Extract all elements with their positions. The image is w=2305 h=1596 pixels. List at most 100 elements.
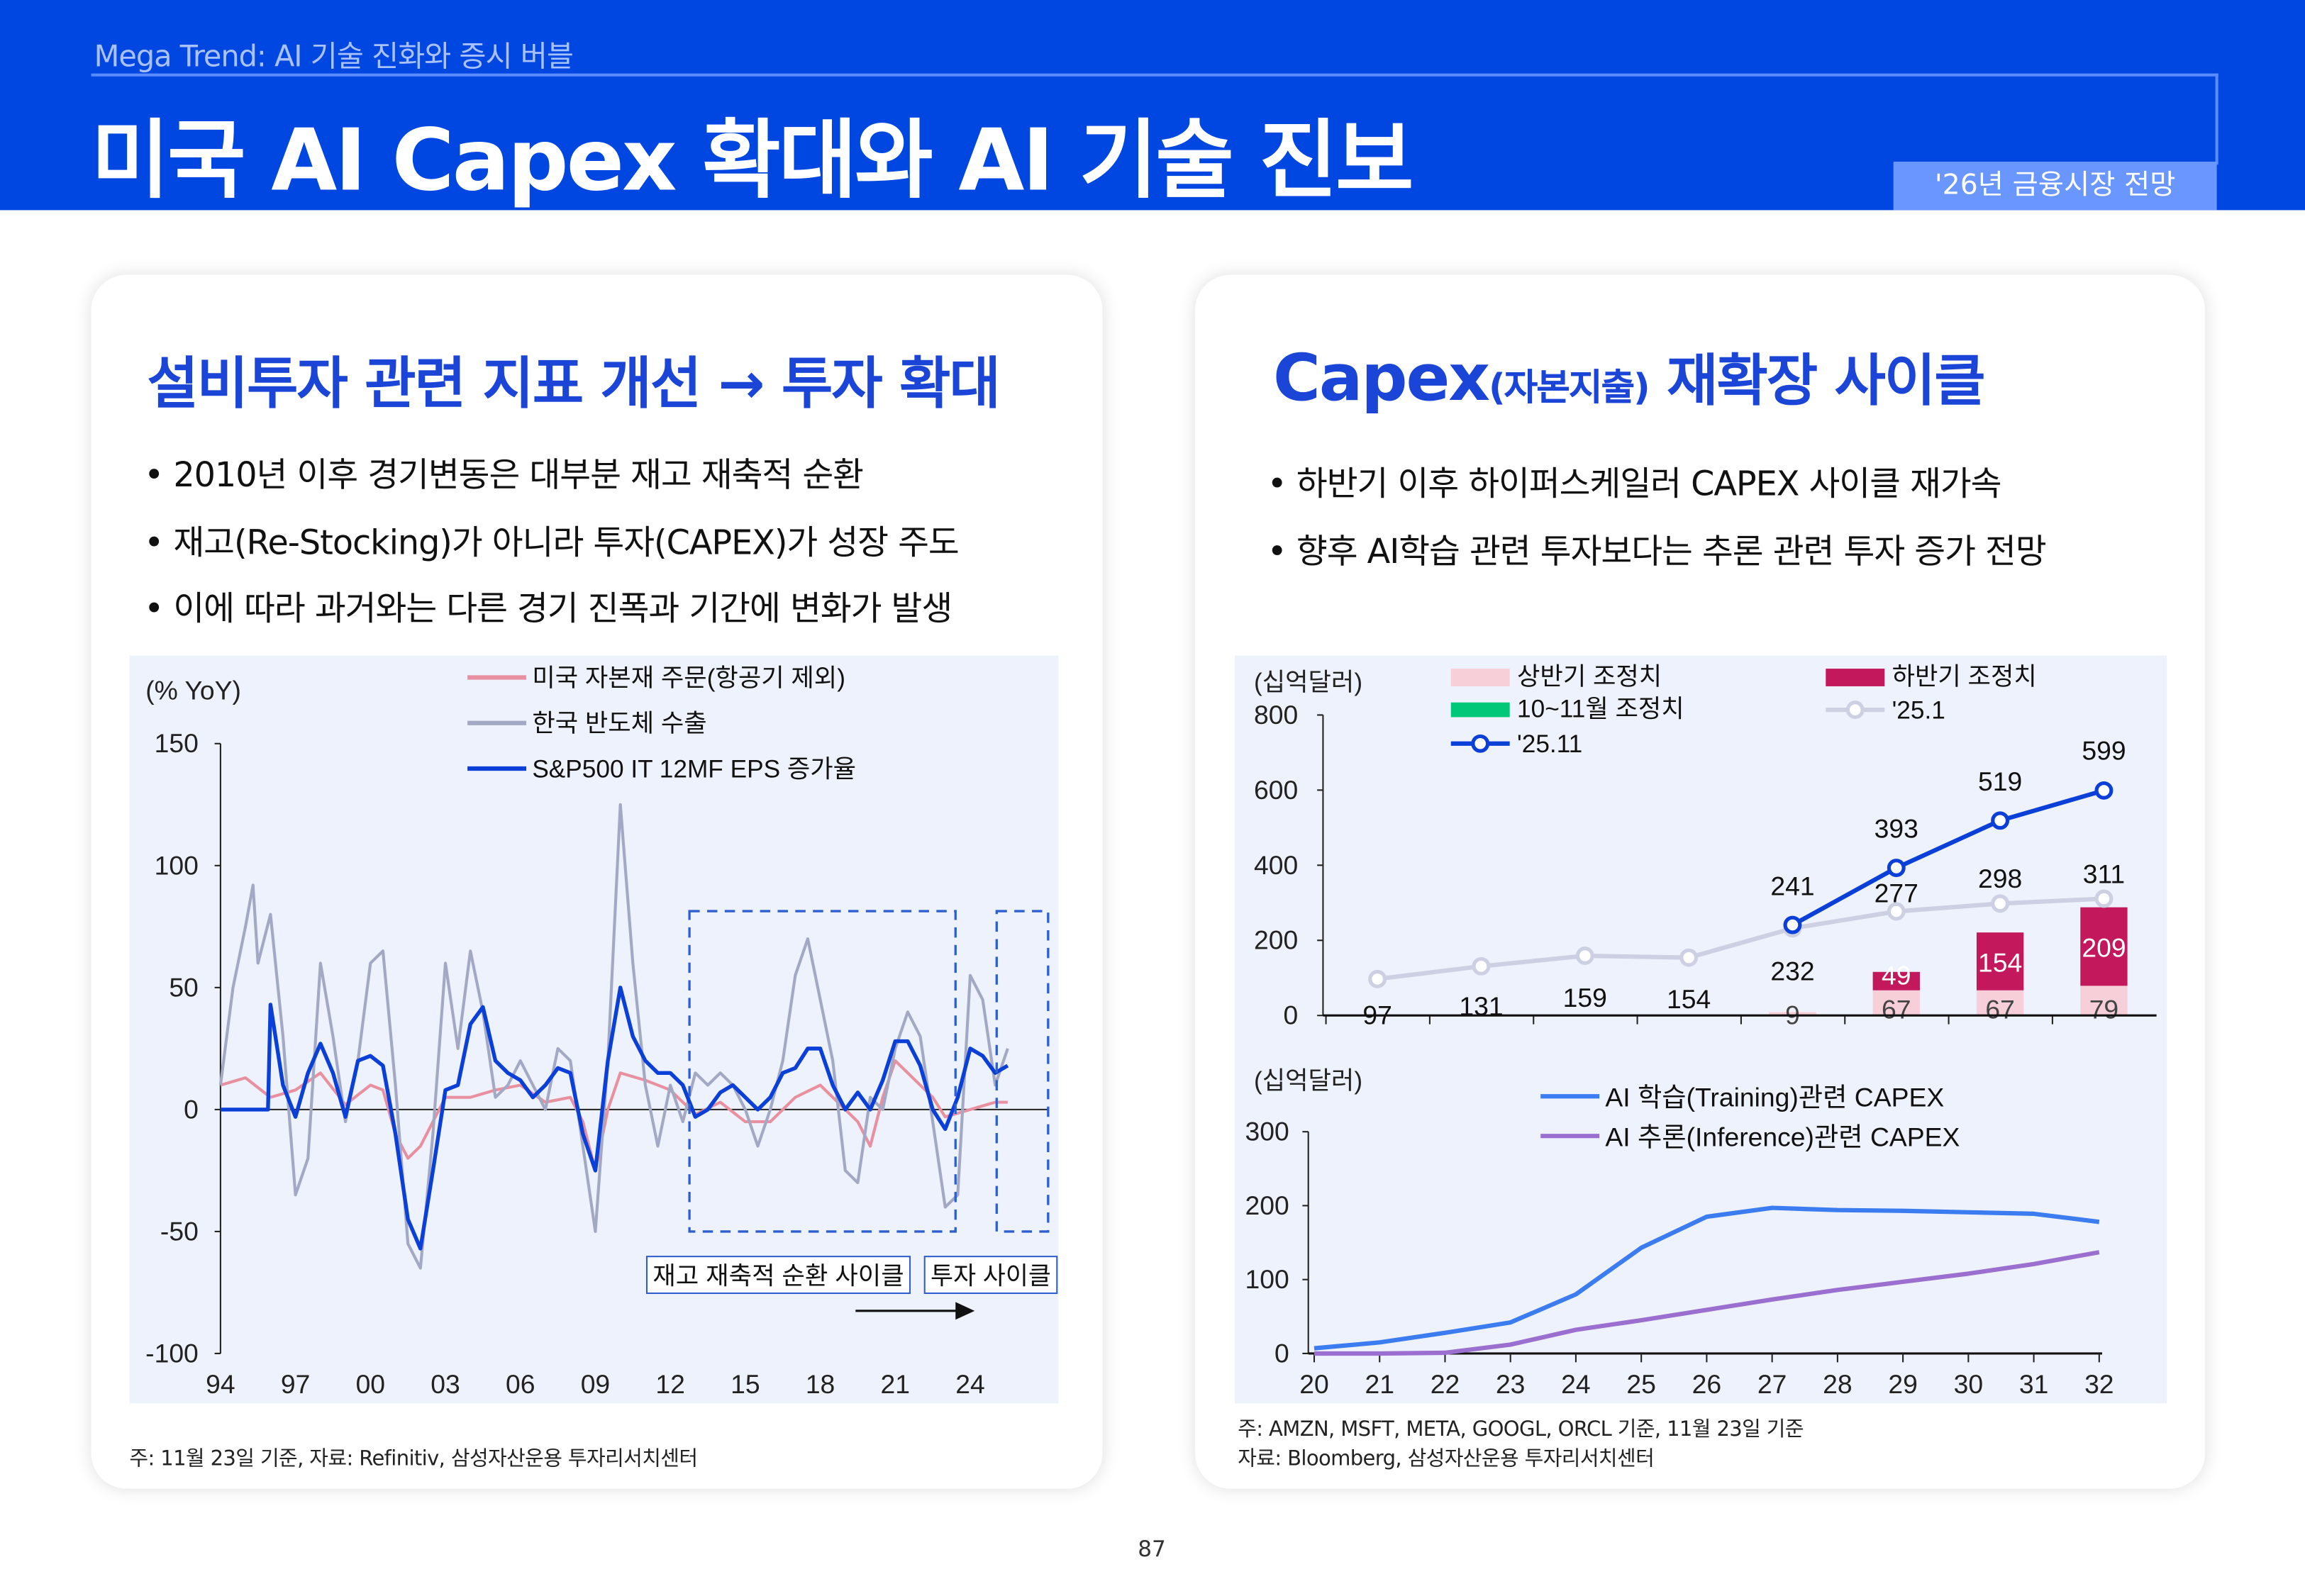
x-tick-label: 15 (731, 1369, 760, 1399)
line-jan-label: 298 (1978, 864, 2022, 893)
y-tick-label: -50 (160, 1216, 199, 1246)
bar-h1-label: 67 (1985, 994, 2015, 1024)
x-tick-label: 30 (1954, 1369, 1984, 1399)
line-jan-marker (1575, 947, 1594, 965)
y-axis-unit: (십억달러) (1254, 1067, 1362, 1095)
line-nov-marker (2094, 781, 2114, 800)
y-tick-label: -100 (145, 1338, 199, 1368)
legend-swatch-octnov (1450, 702, 1510, 718)
series-line-1 (1313, 1250, 2100, 1356)
x-tick-label: 28 (1823, 1369, 1853, 1399)
legend-label: AI 학습(Training)관련 CAPEX (1605, 1083, 1944, 1112)
line-jan-label: 154 (1667, 984, 1711, 1014)
legend-marker-jan (1845, 701, 1865, 720)
x-tick-label: 24 (955, 1369, 985, 1399)
investment-cycle-label: 투자 사이클 (931, 1263, 1051, 1290)
bar-h2 (2080, 907, 2128, 986)
legend-label: S&P500 IT 12MF EPS 증가율 (532, 755, 856, 783)
x-tick-label: 31 (2019, 1369, 2049, 1399)
y-tick-label: 150 (155, 728, 199, 758)
left-bullet-2: • 재고(Re-Stocking)가 아니라 투자(CAPEX)가 성장 주도 (144, 524, 960, 563)
bar-h1 (1872, 990, 1920, 1016)
y-tick-label: 0 (1274, 1338, 1289, 1368)
header-badge: '26년 금융시장 전망 (1893, 161, 2217, 211)
left-footnote: 주: 11월 23일 기준, 자료: Refinitiv, 삼성자산운용 투자리… (129, 1447, 698, 1471)
legend-label: 미국 자본재 주문(항공기 제외) (532, 664, 845, 692)
x-tick-label: 06 (506, 1369, 535, 1399)
line-nov-marker (1783, 915, 1802, 934)
legend-label: 10~11월 조정치 (1517, 695, 1684, 722)
left-bullet-1: • 2010년 이후 경기변동은 대부분 재고 재축적 순환 (144, 457, 864, 496)
legend-label: 상반기 조정치 (1517, 663, 1662, 691)
left-card-title: 설비투자 관련 지표 개선 → 투자 확대 (147, 351, 1001, 416)
bar-h2 (1976, 932, 2024, 990)
line-jan-marker (1887, 902, 1906, 921)
title-paren: (자본지출) (1489, 366, 1650, 409)
x-tick-label: 12 (655, 1369, 685, 1399)
line-nov (1791, 788, 2105, 927)
x-tick-label: 26 (1692, 1369, 1722, 1399)
line-jan-marker (2094, 889, 2114, 908)
bar-h2-label: 209 (2082, 933, 2126, 963)
x-tick-label: 25 (1626, 1369, 1656, 1399)
legend-label: 하반기 조정치 (1892, 663, 2037, 691)
x-tick-label: 32 (2084, 1369, 2114, 1399)
right-footnote-2: 자료: Bloomberg, 삼성자산운용 투자리서치센터 (1238, 1447, 1655, 1471)
title-capex: Capex (1272, 340, 1490, 416)
bar-h1 (1976, 990, 2024, 1016)
header-subtitle: Mega Trend: AI 기술 진화와 증시 버블 (94, 38, 574, 74)
investment-cycle-label-box (923, 1256, 1058, 1295)
x-tick-label: 21 (1365, 1369, 1394, 1399)
x-tick-label: 20 (1299, 1369, 1329, 1399)
line-nov-label: 241 (1770, 871, 1814, 900)
line-jan-marker (1368, 969, 1387, 988)
bar-h1 (1769, 1012, 1816, 1016)
x-tick-label: 97 (281, 1369, 311, 1399)
x-tick-label: 29 (1888, 1369, 1918, 1399)
line-nov-label: 599 (2082, 736, 2126, 766)
header-frame-line (91, 73, 2218, 165)
y-tick-label: 100 (1245, 1264, 1289, 1294)
series-line-0 (220, 1059, 1008, 1172)
left-bullet-3: • 이에 따라 과거와는 다른 경기 진폭과 기간에 변화가 발생 (144, 591, 952, 630)
right-footnote-1: 주: AMZN, MSFT, META, GOOGL, ORCL 기준, 11월… (1238, 1418, 1804, 1442)
legend-marker-nov (1471, 734, 1490, 753)
x-tick-label: 03 (431, 1369, 460, 1399)
x-tick-label: 94 (206, 1369, 235, 1399)
legend-label: '25.11 (1517, 730, 1582, 758)
legend-label: 한국 반도체 수출 (532, 710, 706, 737)
line-jan (1377, 896, 2104, 981)
line-nov-marker (1991, 811, 2010, 830)
legend-label: AI 추론(Inference)관련 CAPEX (1605, 1122, 1960, 1152)
line-jan-label: 131 (1459, 991, 1503, 1021)
inventory-cycle-box (688, 910, 957, 1233)
investment-cycle-box (995, 910, 1050, 1233)
capex-bar-line-chart: 8006004002000(십억달러)202122232425262794967… (1254, 663, 2157, 1037)
y-tick-label: 0 (184, 1094, 199, 1124)
arrow-head-icon (955, 1302, 975, 1320)
bar-h1-label: 67 (1882, 994, 1911, 1024)
x-tick-label: 18 (806, 1369, 835, 1399)
legend-swatch-h2 (1826, 669, 1885, 686)
bar-h2 (1872, 971, 1920, 990)
y-tick-label: 100 (155, 850, 199, 880)
series-line-0 (1313, 1205, 2100, 1351)
ai-capex-line-chart: 300 200 100 0 (십억달러) 20 21 22 23 24 25 26 27 28 29 30 31… (1245, 1067, 2114, 1399)
inventory-cycle-label-box (645, 1256, 911, 1295)
page-title: 미국 AI Capex 확대와 AI 기술 진보 (91, 110, 1414, 211)
line-jan-label: 159 (1563, 983, 1607, 1012)
inventory-cycle-label: 재고 재축적 순환 사이클 (652, 1263, 904, 1290)
series-line-2 (220, 986, 1009, 1251)
x-tick-label: 09 (581, 1369, 611, 1399)
line-jan-label: 97 (1362, 1000, 1392, 1030)
line-jan-label: 277 (1874, 878, 1918, 908)
y-tick-label: 0 (1283, 1000, 1298, 1030)
line-jan-marker (1679, 948, 1699, 967)
y-tick-label: 800 (1254, 700, 1298, 730)
bar-h1 (2080, 986, 2128, 1016)
x-tick-label: 23 (1496, 1369, 1526, 1399)
bar-h1-label: 79 (2089, 994, 2119, 1024)
y-tick-label: 300 (1245, 1117, 1289, 1146)
